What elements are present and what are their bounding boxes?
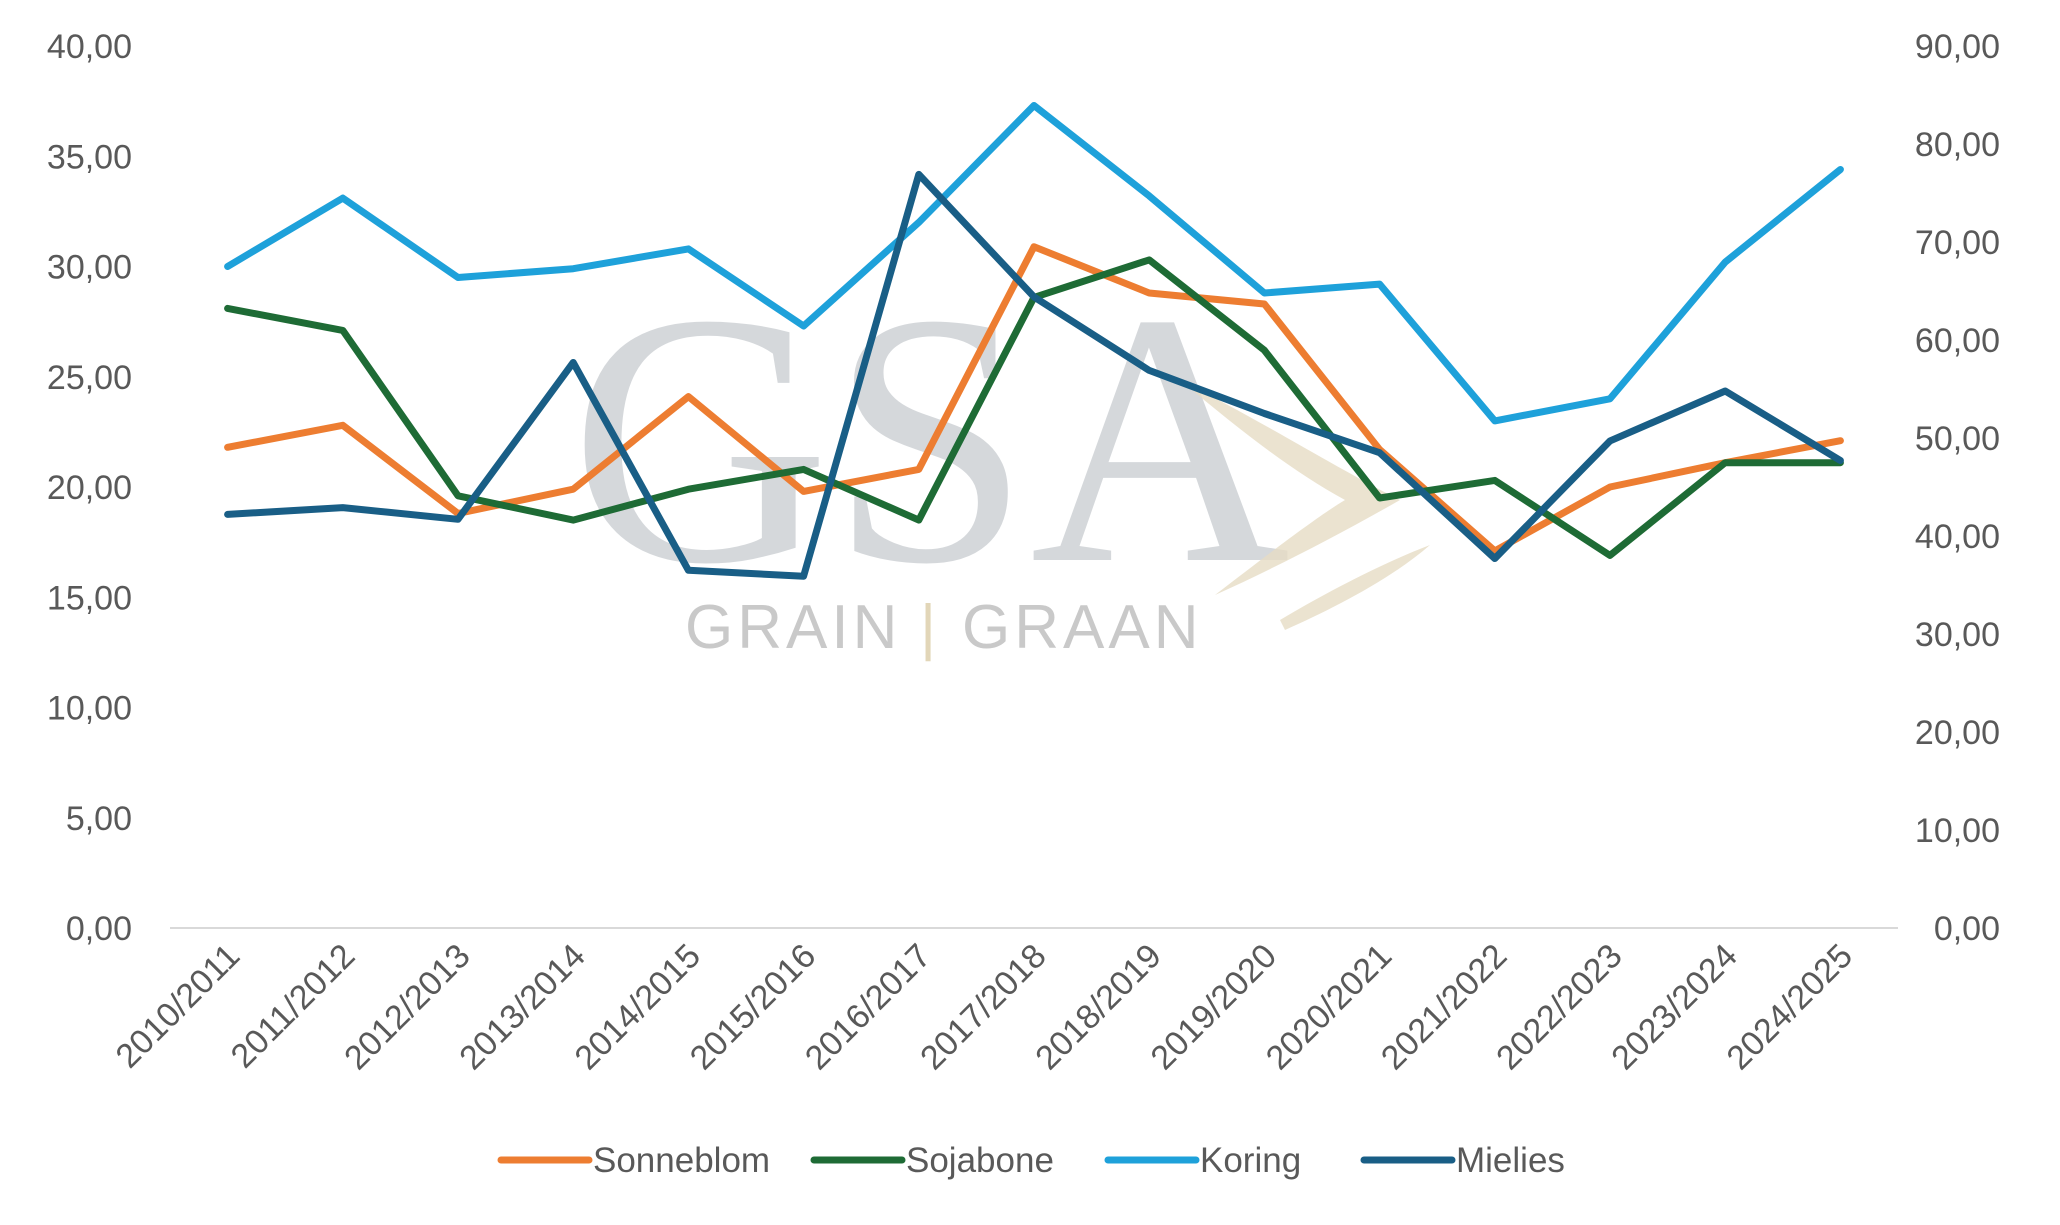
x-tick-label: 2014/2015 — [568, 937, 709, 1078]
left-tick-label: 30,00 — [47, 249, 132, 287]
right-tick-label: 50,00 — [1915, 420, 2000, 458]
right-tick-label: 30,00 — [1915, 616, 2000, 654]
right-tick-label: 90,00 — [1915, 28, 2000, 66]
watermark-swoosh-tail — [1280, 545, 1430, 630]
left-tick-label: 10,00 — [47, 690, 132, 728]
watermark-caption-sep: | — [920, 593, 940, 662]
x-tick-label: 2022/2023 — [1489, 937, 1630, 1078]
x-tick-label: 2021/2022 — [1374, 937, 1515, 1078]
x-tick-label: 2013/2014 — [452, 937, 593, 1078]
left-tick-label: 20,00 — [47, 469, 132, 507]
right-tick-label: 80,00 — [1915, 126, 2000, 164]
left-tick-label: 15,00 — [47, 579, 132, 617]
right-tick-label: 70,00 — [1915, 224, 2000, 262]
series-lines — [224, 102, 1844, 580]
right-tick-label: 60,00 — [1915, 322, 2000, 360]
series-line-mielies — [224, 170, 1844, 580]
x-tick-label: 2010/2011 — [109, 937, 248, 1076]
x-tick-label: 2018/2019 — [1028, 937, 1169, 1078]
right-tick-label: 20,00 — [1915, 714, 2000, 752]
watermark-swoosh — [1180, 380, 1400, 595]
x-axis-labels: 2010/20112011/20122012/20132013/20142014… — [109, 937, 1861, 1078]
watermark-caption-grain: GRAIN — [685, 593, 901, 662]
right-tick-label: 40,00 — [1915, 518, 2000, 556]
x-tick-label: 2015/2016 — [683, 937, 824, 1078]
series-line-koring — [224, 102, 1844, 425]
legend-label-sojabone: Sojabone — [906, 1141, 1054, 1180]
x-tick-label: 2019/2020 — [1144, 937, 1285, 1078]
x-tick-label: 2017/2018 — [913, 937, 1054, 1078]
watermark-logo: GSA GRAIN | GRAAN — [570, 239, 1430, 662]
legend-label-mielies: Mielies — [1456, 1141, 1565, 1180]
right-tick-label: 10,00 — [1915, 812, 2000, 850]
left-axis: 0,00 5,00 10,00 15,00 20,00 25,00 30,00 35,00 40… — [47, 28, 132, 948]
left-tick-label: 40,00 — [47, 28, 132, 66]
left-tick-label: 0,00 — [66, 910, 132, 948]
right-axis: 0,00 10,00 20,00 30,00 40,00 50,00 60,00 70,00 8… — [1915, 28, 2000, 948]
x-tick-label: 2024/2025 — [1720, 937, 1861, 1078]
right-tick-label: 0,00 — [1934, 910, 2000, 948]
x-tick-label: 2020/2021 — [1259, 937, 1400, 1078]
legend-label-sonneblom: Sonneblom — [593, 1141, 770, 1180]
watermark-caption-graan: GRAAN — [962, 593, 1202, 662]
x-tick-label: 2016/2017 — [798, 937, 939, 1078]
left-tick-label: 25,00 — [47, 359, 132, 397]
x-tick-label: 2023/2024 — [1604, 937, 1745, 1078]
x-tick-label: 2012/2013 — [337, 937, 478, 1078]
left-tick-label: 5,00 — [66, 800, 132, 838]
left-tick-label: 35,00 — [47, 138, 132, 176]
legend: Sonneblom Sojabone Koring Mielies — [497, 1141, 1565, 1180]
legend-label-koring: Koring — [1200, 1141, 1301, 1180]
